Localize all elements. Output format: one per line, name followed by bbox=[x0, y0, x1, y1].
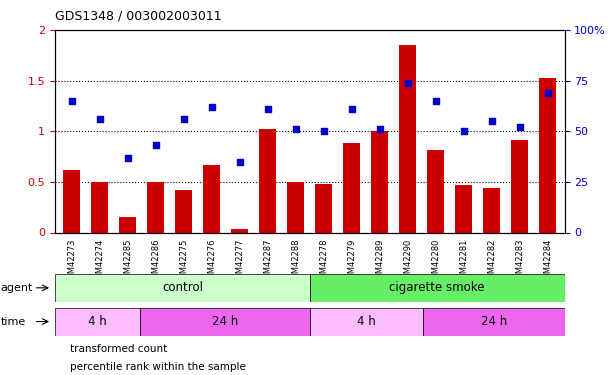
Point bbox=[347, 106, 357, 112]
Bar bbox=[232, 230, 248, 232]
Point bbox=[67, 98, 76, 104]
Point bbox=[487, 118, 497, 124]
Bar bbox=[310, 308, 423, 336]
Bar bbox=[511, 140, 528, 232]
Bar bbox=[315, 184, 332, 232]
Text: transformed count: transformed count bbox=[70, 344, 167, 354]
Text: percentile rank within the sample: percentile rank within the sample bbox=[70, 362, 246, 372]
Point bbox=[151, 142, 161, 148]
Point bbox=[123, 154, 133, 160]
Text: control: control bbox=[162, 281, 203, 294]
Point bbox=[263, 106, 273, 112]
Bar bbox=[140, 308, 310, 336]
Point bbox=[319, 128, 329, 134]
Point bbox=[543, 90, 553, 96]
Bar bbox=[540, 78, 556, 232]
Bar bbox=[400, 45, 416, 232]
Bar bbox=[64, 170, 80, 232]
Text: time: time bbox=[1, 316, 26, 327]
Point bbox=[95, 116, 104, 122]
Point bbox=[179, 116, 189, 122]
Bar bbox=[423, 308, 565, 336]
Bar bbox=[287, 182, 304, 232]
Bar bbox=[343, 143, 360, 232]
Point bbox=[515, 124, 525, 130]
Point bbox=[235, 159, 244, 165]
Bar bbox=[260, 129, 276, 232]
Bar bbox=[92, 182, 108, 232]
Bar bbox=[175, 190, 192, 232]
Bar bbox=[55, 308, 140, 336]
Text: cigarette smoke: cigarette smoke bbox=[389, 281, 485, 294]
Bar bbox=[55, 274, 310, 302]
Bar bbox=[483, 188, 500, 232]
Point bbox=[403, 80, 412, 86]
Bar bbox=[310, 274, 565, 302]
Point bbox=[207, 104, 217, 110]
Bar bbox=[371, 131, 388, 232]
Text: 24 h: 24 h bbox=[212, 315, 238, 328]
Bar bbox=[427, 150, 444, 232]
Point bbox=[459, 128, 469, 134]
Point bbox=[431, 98, 441, 104]
Text: 4 h: 4 h bbox=[88, 315, 107, 328]
Bar bbox=[147, 182, 164, 232]
Text: 24 h: 24 h bbox=[481, 315, 507, 328]
Text: GDS1348 / 003002003011: GDS1348 / 003002003011 bbox=[55, 9, 222, 22]
Text: 4 h: 4 h bbox=[357, 315, 376, 328]
Text: agent: agent bbox=[1, 283, 33, 293]
Bar bbox=[455, 185, 472, 232]
Bar bbox=[203, 165, 220, 232]
Bar bbox=[119, 217, 136, 232]
Point bbox=[375, 126, 385, 132]
Point bbox=[291, 126, 301, 132]
